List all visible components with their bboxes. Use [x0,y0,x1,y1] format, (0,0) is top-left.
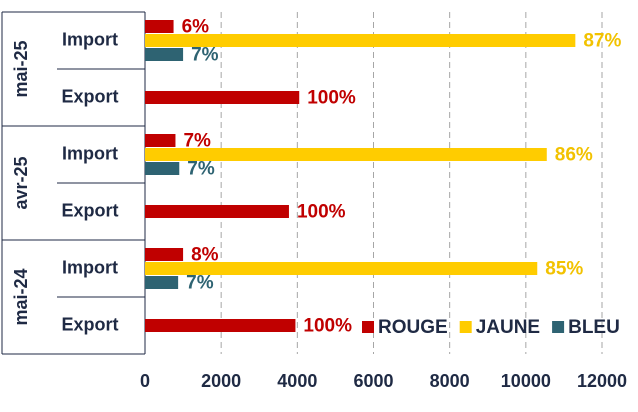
y-tick-label: Export [61,86,118,106]
bar [145,48,184,61]
data-label: 7% [186,273,214,294]
x-tick-label: 6000 [353,371,393,391]
data-label: 100% [303,316,352,337]
bar [145,276,179,289]
data-label: 6% [182,17,210,38]
data-label: 7% [187,159,215,180]
data-label: 87% [583,31,621,52]
bar [145,20,174,33]
bar [145,134,176,147]
bar [145,91,300,104]
group-label: mai-24 [11,268,31,325]
y-tick-label: Import [62,257,118,277]
legend-swatch [552,321,565,333]
x-tick-label: 8000 [430,371,470,391]
y-tick-label: Export [61,314,118,334]
data-label: 85% [545,259,583,280]
bar [145,205,289,218]
data-label: 100% [297,202,346,223]
bar [145,248,184,261]
x-tick-label: 2000 [201,371,241,391]
y-tick-label: Export [61,200,118,220]
bar [145,262,538,275]
legend-label: JAUNE [476,317,540,338]
bar [145,319,296,332]
data-label: 86% [555,145,593,166]
x-tick-label: 0 [140,371,150,391]
data-label: 7% [183,131,211,152]
group-label: mai-25 [11,40,31,97]
x-tick-label: 12000 [577,371,627,391]
legend-swatch [459,321,472,333]
legend-label: ROUGE [378,317,448,338]
legend-swatch [362,321,374,333]
data-label: 100% [307,88,356,109]
bar [145,162,180,175]
data-label: 8% [191,245,219,266]
y-tick-label: Import [62,143,118,163]
bar [145,148,547,161]
data-label: 7% [191,45,219,66]
group-label: avr-25 [11,156,31,209]
bar [145,34,576,47]
x-tick-label: 4000 [277,371,317,391]
y-tick-label: Import [62,29,118,49]
x-tick-label: 10000 [501,371,551,391]
legend-label: BLEU [568,317,620,338]
